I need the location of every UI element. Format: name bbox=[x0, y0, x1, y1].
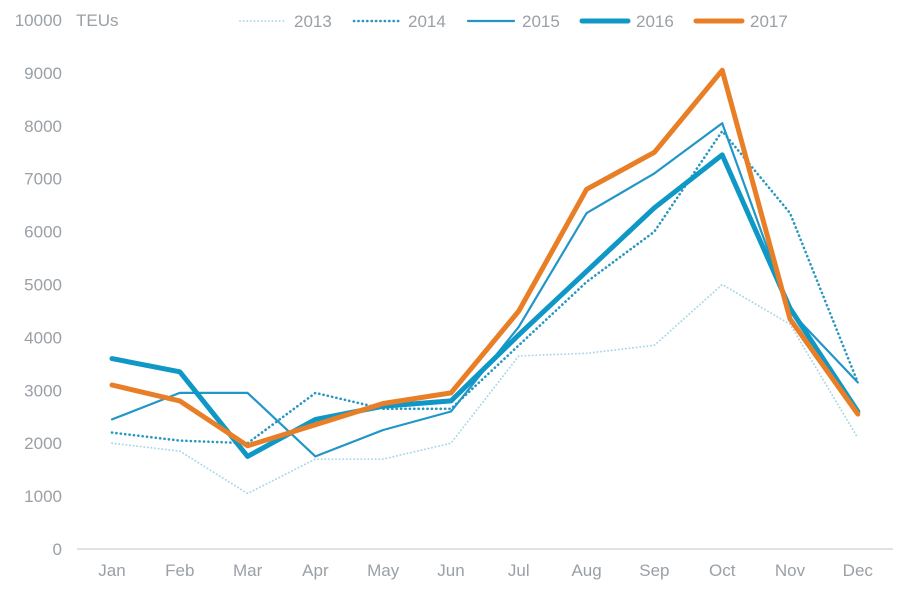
x-axis-tick-label: Jun bbox=[437, 561, 464, 580]
y-axis-tick-label: 10000 bbox=[15, 11, 62, 30]
x-axis: Jan Feb Mar Apr May Jun Jul Aug Sep Oct Nov Dec bbox=[98, 561, 873, 580]
series-line-2015 bbox=[110, 122, 859, 458]
legend-item-2013: 2013 bbox=[239, 12, 332, 31]
y-axis-tick-label: 9000 bbox=[24, 64, 62, 83]
x-axis-tick-label: May bbox=[367, 561, 400, 580]
x-axis-tick-label: Oct bbox=[709, 561, 736, 580]
series-line-2013 bbox=[111, 283, 859, 495]
legend-item-2015: 2015 bbox=[466, 12, 560, 31]
legend-label-2013: 2013 bbox=[294, 12, 332, 31]
x-axis-tick-label: Feb bbox=[165, 561, 194, 580]
x-axis-tick-label: Jan bbox=[98, 561, 125, 580]
legend-item-2016: 2016 bbox=[579, 12, 674, 31]
x-axis-tick-label: Jul bbox=[508, 561, 530, 580]
series-line-2017 bbox=[109, 67, 861, 449]
y-axis-tick-label: 4000 bbox=[24, 328, 62, 347]
x-axis-tick-label: Nov bbox=[775, 561, 806, 580]
x-axis-tick-label: Mar bbox=[233, 561, 263, 580]
x-axis-tick-label: Apr bbox=[302, 561, 329, 580]
legend-item-2017: 2017 bbox=[693, 12, 788, 31]
legend: 2013 2014 2015 2016 2017 bbox=[239, 12, 788, 31]
x-axis-tick-label: Dec bbox=[843, 561, 874, 580]
y-axis-tick-label: 7000 bbox=[24, 170, 62, 189]
y-axis-tick-label: 1000 bbox=[24, 487, 62, 506]
series-line-2016 bbox=[109, 152, 861, 459]
y-axis-tick-label: 5000 bbox=[24, 275, 62, 294]
y-axis-tick-label: 2000 bbox=[24, 434, 62, 453]
y-axis-tick-label: 3000 bbox=[24, 381, 62, 400]
x-axis-tick-label: Sep bbox=[639, 561, 669, 580]
y-axis-tick-label: 6000 bbox=[24, 223, 62, 242]
series-line-2014 bbox=[110, 129, 860, 445]
y-axis-unit-label: TEUs bbox=[76, 11, 119, 30]
y-axis: 1000090008000700060005000400030002000100… bbox=[15, 11, 119, 559]
legend-label-2016: 2016 bbox=[636, 12, 674, 31]
series-lines bbox=[109, 67, 861, 495]
y-axis-tick-label: 8000 bbox=[24, 117, 62, 136]
legend-label-2017: 2017 bbox=[750, 12, 788, 31]
legend-item-2014: 2014 bbox=[352, 12, 446, 31]
x-axis-tick-label: Aug bbox=[571, 561, 601, 580]
legend-label-2014: 2014 bbox=[408, 12, 446, 31]
y-axis-tick-label: 0 bbox=[53, 540, 62, 559]
legend-label-2015: 2015 bbox=[522, 12, 560, 31]
